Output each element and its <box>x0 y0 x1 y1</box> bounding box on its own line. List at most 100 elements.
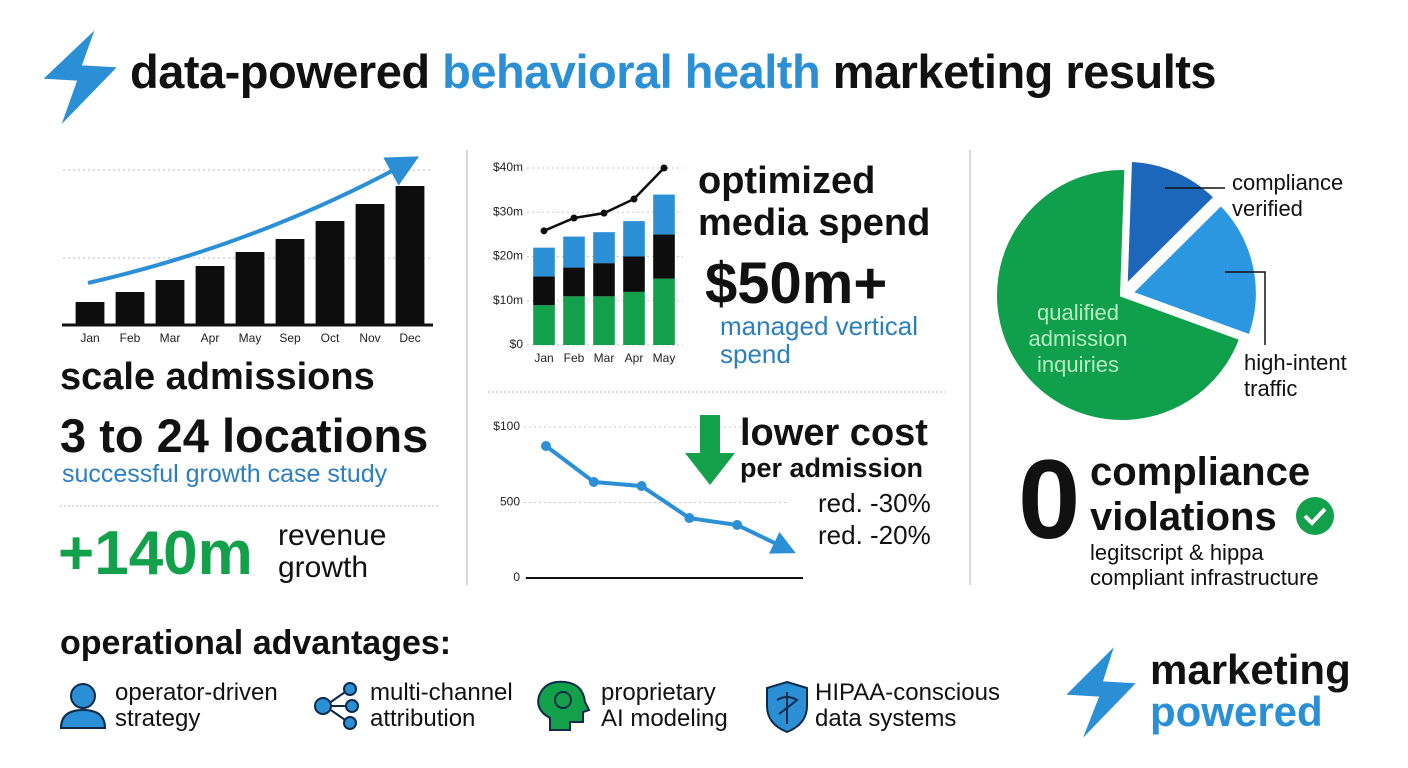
advantage: proprietary AI modeling <box>601 680 728 732</box>
label-line: optimized <box>698 160 876 202</box>
y-tick-label: 500 <box>500 495 520 509</box>
trend-point <box>570 214 578 222</box>
media-headline: optimized media spend <box>698 160 930 244</box>
compliance-headline: compliance violations <box>1090 450 1310 540</box>
bar <box>315 221 345 325</box>
brand-line: marketing <box>1150 646 1351 693</box>
compliance-pie <box>993 157 1266 424</box>
advantages-title: operational advantages: <box>60 624 452 662</box>
cost-point <box>636 481 647 492</box>
title-part: behavioral health <box>442 45 821 98</box>
cost-point <box>541 441 551 452</box>
x-tick-label: Jan <box>534 351 553 365</box>
reduction: red. -20% <box>818 520 931 550</box>
x-tick-label: Mar <box>594 351 615 365</box>
cost-point <box>684 513 695 524</box>
bar-segment <box>563 296 585 345</box>
cost-subheadline: per admission <box>740 453 924 483</box>
cost-point <box>588 476 599 487</box>
label-line: attribution <box>370 705 476 732</box>
reduction: red. -30% <box>818 488 931 518</box>
y-tick-label: $10m <box>493 293 523 307</box>
bar-segment <box>623 291 645 345</box>
media-amount-label: managed vertical spend <box>720 312 918 368</box>
y-tick-label: $30m <box>493 204 523 218</box>
y-tick-label: $40m <box>493 160 523 174</box>
bar-segment <box>623 221 645 257</box>
title-part: data-powered <box>130 45 430 98</box>
y-tick-label: $0 <box>510 337 524 351</box>
bar-segment <box>563 267 585 297</box>
advantage: multi-channel attribution <box>370 680 513 732</box>
x-tick-label: Oct <box>321 331 340 345</box>
x-tick-label: May <box>239 331 262 345</box>
bar-segment <box>593 232 615 264</box>
label-line: proprietary <box>601 679 716 706</box>
pie-label: qualified admission inquiries <box>1028 300 1128 377</box>
cost-point <box>732 519 743 530</box>
bar <box>75 302 105 325</box>
pie-label: compliance verified <box>1232 170 1344 221</box>
bolt <box>1059 640 1143 746</box>
bar-segment <box>623 256 645 292</box>
logo-bolt <box>36 23 124 132</box>
title-part: marketing results <box>832 45 1217 98</box>
cost-chart: 0 500 $100 <box>493 419 803 584</box>
bar <box>395 186 425 325</box>
x-tick-label: Sep <box>279 331 301 345</box>
advantage: HIPAA-conscious data systems <box>815 680 1000 732</box>
cost-line <box>544 444 796 554</box>
bar-segment <box>653 234 675 279</box>
label-line: violations <box>1090 495 1277 539</box>
icon-ai <box>537 680 591 731</box>
label-line: spend <box>720 339 791 369</box>
icon-network <box>314 682 359 730</box>
label-line: growth <box>278 551 369 584</box>
x-tick-label: Mar <box>160 331 181 345</box>
trend-point <box>540 227 548 235</box>
bar-segment <box>653 194 675 235</box>
y-tick-label: $100 <box>493 419 520 433</box>
bar-segment <box>533 305 555 345</box>
label-line: media spend <box>698 202 931 244</box>
x-tick-label: Apr <box>625 351 644 365</box>
bar <box>355 204 385 325</box>
arrow <box>685 415 735 485</box>
x-tick-label: Feb <box>564 351 585 365</box>
bar-segment <box>593 263 615 297</box>
bar-segment <box>593 296 615 345</box>
brand-bolt <box>1059 640 1143 746</box>
label-line: AI modeling <box>601 705 728 732</box>
x-tick-label: Dec <box>399 331 420 345</box>
trend-point <box>660 164 668 172</box>
label-line: revenue <box>278 519 387 552</box>
growth-chart: Jan Feb Mar Apr May Sep Oct Nov Dec <box>62 156 433 345</box>
down-arrow <box>685 415 735 485</box>
label-line: operator-driven <box>115 679 278 706</box>
label-line: legitscript & hippa <box>1090 540 1264 565</box>
bar <box>275 239 305 325</box>
bar <box>155 280 185 325</box>
label-line: compliance <box>1090 450 1311 494</box>
pie-label: high-intent traffic <box>1244 350 1347 401</box>
subtitle: successful growth case study <box>62 460 388 488</box>
label-line: HIPAA-conscious <box>815 679 1000 706</box>
icon-shield <box>766 680 808 734</box>
bar-segment <box>653 278 675 345</box>
media-amount: $50m+ <box>705 251 888 316</box>
x-tick-label: Apr <box>201 331 220 345</box>
pie-slice <box>1123 157 1219 292</box>
check-icon <box>1296 497 1334 535</box>
y-tick-label: 0 <box>513 570 520 584</box>
y-tick-label: $20m <box>493 249 523 263</box>
icon-operator <box>59 683 107 729</box>
cost-headline: lower cost <box>740 412 928 454</box>
label-line: data systems <box>815 705 957 732</box>
x-tick-label: Nov <box>359 331 380 345</box>
x-tick-label: Jan <box>80 331 99 345</box>
bar-segment <box>563 236 585 268</box>
title: data-powered behavioral health marketing… <box>130 44 1217 99</box>
headline: scale admissions <box>60 356 375 398</box>
bar <box>115 292 145 325</box>
